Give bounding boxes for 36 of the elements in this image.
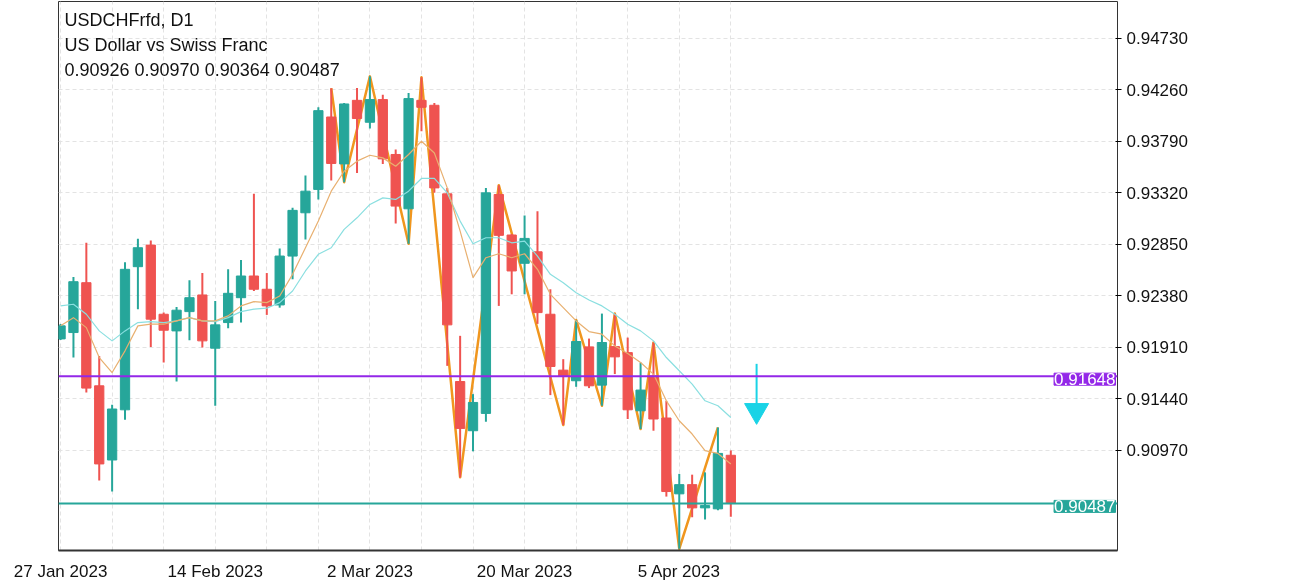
candlestick [248,192,260,293]
candlestick [171,305,182,383]
y-tick-label: 0.93320 [1126,183,1188,203]
candlestick [261,272,272,316]
x-tick-label: 20 Mar 2023 [476,561,573,580]
x-tick-label: 2 Mar 2023 [326,561,413,580]
candlestick [351,87,363,174]
candlestick [184,279,195,342]
candlestick [635,361,646,430]
candlestick [158,311,169,364]
candlestick [364,75,376,130]
x-tick-label: 14 Feb 2023 [167,561,263,580]
text: USDCHFrfd, D1 [64,9,194,30]
candlestick [300,174,311,241]
y-tick-label: 0.94730 [1126,29,1188,49]
line-series [59,177,732,419]
x-tick-label: 5 Apr 2023 [637,561,720,580]
line-series [59,140,732,465]
y-tick-label: 0.92380 [1126,286,1188,306]
candlestick [210,299,221,407]
candlestick [687,473,698,519]
text: US Dollar vs Swiss Franc [64,34,268,55]
ref-line-label: 0.90487 [1054,497,1116,517]
y-tick-label: 0.91910 [1126,338,1188,358]
ref-line-label: 0.91648 [1054,370,1116,390]
y-tick-label: 0.90970 [1126,441,1188,461]
x-tick-label: 27 Jan 2023 [13,561,108,580]
candlestick [416,76,427,133]
y-tick-label: 0.91440 [1126,389,1188,409]
annotation: 0.90926 0.90970 0.90364 0.90487 [64,59,340,80]
candlestick [609,312,620,376]
y-tick-label: 0.94260 [1126,80,1188,100]
y-tick-label: 0.93790 [1126,132,1188,152]
candlestick [235,259,247,324]
candlestick [132,237,144,311]
y-tick-label: 0.92850 [1126,235,1188,255]
